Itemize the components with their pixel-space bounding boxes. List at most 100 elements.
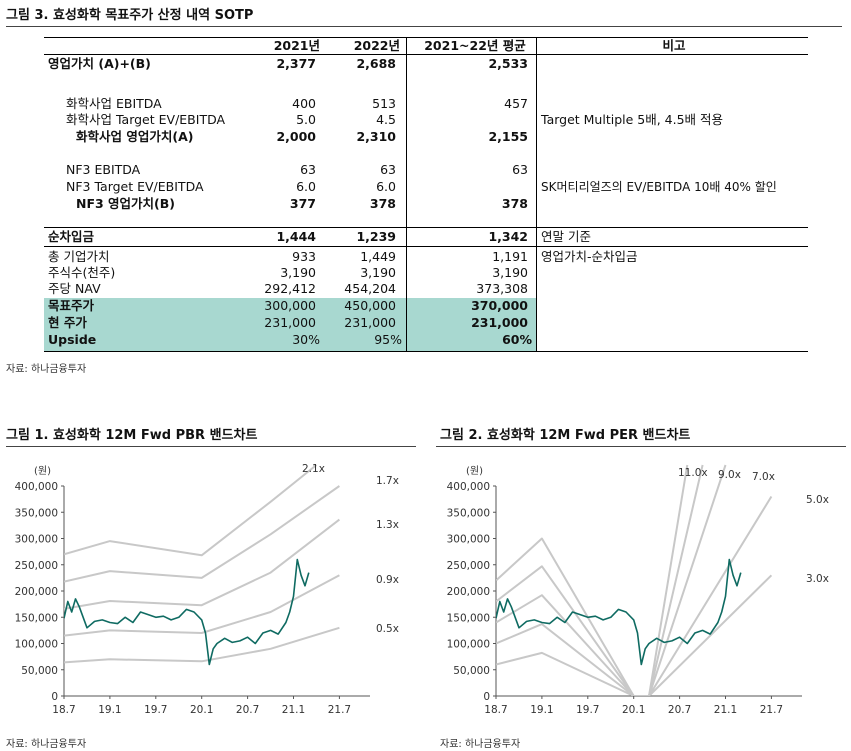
row-value-2021: 30% bbox=[292, 332, 320, 347]
band-line-3-0x bbox=[496, 574, 773, 696]
row-label: Upside bbox=[48, 332, 97, 347]
y-tick-label: 100,000 bbox=[447, 639, 490, 651]
figure-3-title: 그림 3. 효성화학 목표주가 산정 내역 SOTP bbox=[6, 8, 254, 23]
y-tick-label: 400,000 bbox=[447, 481, 490, 493]
row-label: 목표주가 bbox=[48, 298, 95, 313]
row-value-2022: 1,449 bbox=[360, 249, 396, 264]
x-tick-label: 21.7 bbox=[760, 704, 783, 716]
col-header-note: 비고 bbox=[662, 38, 686, 53]
row-value-avg: 2,533 bbox=[488, 56, 528, 71]
row-value-2022: 6.0 bbox=[376, 179, 396, 194]
row-value-2022: 95% bbox=[374, 332, 402, 347]
pbr-band-chart: (원) 0 50,000 100,000 150,000 200,000 250,000 30… bbox=[15, 463, 399, 716]
y-tick-label: 200,000 bbox=[447, 586, 490, 598]
y-tick-label: 100,000 bbox=[15, 639, 58, 651]
row-value-2021: 292,412 bbox=[264, 281, 316, 296]
price-line bbox=[64, 558, 310, 666]
row-value-avg: 1,191 bbox=[492, 249, 528, 264]
row-value-avg: 231,000 bbox=[471, 315, 528, 330]
x-tick-label: 20.7 bbox=[668, 704, 691, 716]
figure-3-title-rule bbox=[6, 26, 842, 27]
row-note: Target Multiple 5배, 4.5배 적용 bbox=[541, 112, 724, 127]
table-bottom-rule bbox=[44, 351, 808, 352]
row-value-2021: 933 bbox=[292, 249, 316, 264]
row-label: 화학사업 영업가치(A) bbox=[76, 129, 194, 144]
y-tick-label: 150,000 bbox=[15, 612, 58, 624]
row-value-2021: 300,000 bbox=[264, 298, 316, 313]
y-tick-label: 250,000 bbox=[447, 560, 490, 572]
x-tick-label: 20.1 bbox=[190, 704, 213, 716]
band-line-5-0x bbox=[496, 495, 773, 696]
row-value-avg: 2,155 bbox=[488, 129, 528, 144]
row-note: 영업가치-순차입금 bbox=[541, 249, 638, 264]
band-line-1-7x bbox=[64, 485, 340, 583]
row-label: 순차입금 bbox=[48, 229, 95, 244]
row-value-2021: 1,444 bbox=[276, 229, 316, 244]
y-tick-label: 250,000 bbox=[15, 560, 58, 572]
row-value-2021: 5.0 bbox=[296, 112, 316, 127]
y-tick-label: 300,000 bbox=[15, 534, 58, 546]
row-label: 주당 NAV bbox=[48, 281, 101, 296]
row-label: 화학사업 EBITDA bbox=[66, 96, 162, 111]
row-value-2021: 377 bbox=[289, 196, 316, 211]
x-tick-label: 21.7 bbox=[328, 704, 351, 716]
row-value-2021: 63 bbox=[300, 162, 316, 177]
row-value-2021: 3,190 bbox=[280, 265, 316, 280]
row-value-avg: 373,308 bbox=[476, 281, 528, 296]
y-tick-label: 350,000 bbox=[447, 507, 490, 519]
per-band-chart: (원) 0 50,000 100,000 150,000 200,000 250,000 30… bbox=[447, 464, 829, 716]
y-tick-label: 50,000 bbox=[21, 665, 58, 677]
table-col-divider-1 bbox=[406, 37, 407, 351]
x-tick-label: 19.7 bbox=[576, 704, 599, 716]
figure-2-title-rule bbox=[436, 446, 846, 447]
x-tick-label: 18.7 bbox=[52, 704, 75, 716]
row-value-2022: 2,688 bbox=[356, 56, 396, 71]
x-tick-label: 18.7 bbox=[484, 704, 507, 716]
y-tick-label: 0 bbox=[483, 691, 490, 703]
band-label: 11.0x bbox=[678, 467, 708, 479]
table-section-rule-1 bbox=[44, 227, 808, 228]
figure-2-title: 그림 2. 효성화학 12M Fwd PER 밴드차트 bbox=[440, 428, 691, 443]
y-tick-label: 400,000 bbox=[15, 481, 58, 493]
y-tick-label: 200,000 bbox=[15, 586, 58, 598]
row-value-2021: 2,377 bbox=[276, 56, 316, 71]
band-line-2-1x bbox=[64, 464, 318, 557]
figure-1-source: 자료: 하나금융투자 bbox=[6, 739, 87, 750]
row-value-avg: 63 bbox=[512, 162, 528, 177]
col-header-2021: 2021년 bbox=[273, 38, 320, 53]
x-tick-label: 19.1 bbox=[530, 704, 553, 716]
row-value-avg: 1,342 bbox=[488, 229, 528, 244]
band-label: 0.5x bbox=[376, 623, 399, 635]
y-tick-label: 300,000 bbox=[447, 534, 490, 546]
figure-2-source: 자료: 하나금융투자 bbox=[440, 739, 521, 750]
row-value-2022: 454,204 bbox=[344, 281, 396, 296]
price-line bbox=[496, 558, 742, 666]
unit-label: (원) bbox=[34, 465, 51, 477]
y-tick-label: 350,000 bbox=[15, 507, 58, 519]
band-line-0-5x bbox=[64, 626, 340, 664]
row-label: 영업가치 (A)+(B) bbox=[48, 56, 151, 71]
x-tick-label: 21.1 bbox=[714, 704, 737, 716]
row-value-2022: 450,000 bbox=[344, 298, 396, 313]
table-top-rule bbox=[44, 37, 808, 38]
col-header-2022: 2022년 bbox=[353, 38, 400, 53]
band-label: 1.3x bbox=[376, 519, 399, 531]
table-header-rule bbox=[44, 54, 808, 55]
row-label: NF3 Target EV/EBITDA bbox=[66, 179, 204, 194]
table-section-rule-2 bbox=[44, 246, 808, 247]
band-label: 5.0x bbox=[806, 494, 829, 506]
band-label: 1.7x bbox=[376, 475, 399, 487]
x-tick-label: 21.1 bbox=[282, 704, 305, 716]
band-line-9-0x bbox=[496, 464, 704, 696]
y-tick-label: 0 bbox=[51, 691, 58, 703]
row-value-2022: 63 bbox=[380, 162, 396, 177]
band-label: 7.0x bbox=[752, 471, 775, 483]
figure-1-title: 그림 1. 효성화학 12M Fwd PBR 밴드차트 bbox=[6, 428, 258, 443]
row-value-2022: 3,190 bbox=[360, 265, 396, 280]
row-label: 화학사업 Target EV/EBITDA bbox=[66, 112, 226, 127]
x-tick-label: 20.1 bbox=[622, 704, 645, 716]
band-line-1-3x bbox=[64, 518, 341, 610]
row-value-avg: 378 bbox=[501, 196, 528, 211]
x-tick-label: 19.1 bbox=[98, 704, 121, 716]
row-value-2021: 2,000 bbox=[276, 129, 316, 144]
